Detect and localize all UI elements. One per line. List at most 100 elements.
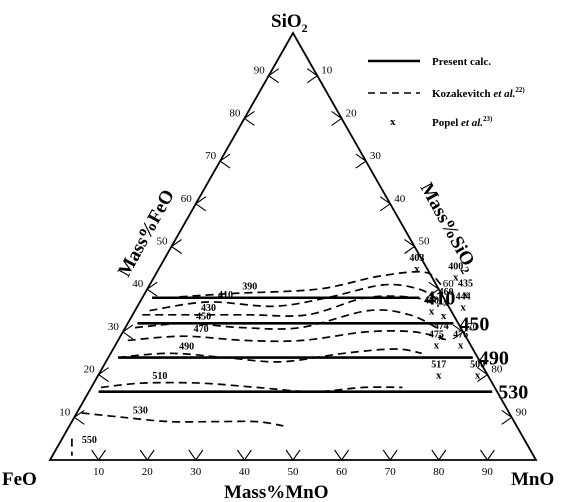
tick-left-20 xyxy=(97,367,109,383)
tick-right-80 xyxy=(477,367,489,383)
tick-left-30 xyxy=(121,324,134,340)
popel-marker-5: x xyxy=(429,306,435,318)
axis-title-left: Mass%FeO xyxy=(114,186,179,280)
tick-label-left-70: 70 xyxy=(205,150,217,162)
popel-points: x403x400x435x460x444x400xx474x475x476x51… xyxy=(409,253,485,382)
tick-label-left-20: 20 xyxy=(84,364,96,376)
tick-left-10 xyxy=(73,409,85,425)
legend-label-present: Present calc. xyxy=(432,56,491,68)
legend-label-kozakevitch: Kozakevitch et al.22) xyxy=(432,86,525,100)
popel-label-8: 475 xyxy=(429,330,444,341)
tick-label-right-20: 20 xyxy=(346,107,358,119)
popel-label-7: 474 xyxy=(434,321,449,332)
present-calc-label-490: 490 xyxy=(479,348,509,370)
kozakevitch-contour-530 xyxy=(81,412,284,427)
tick-left-40 xyxy=(146,281,158,297)
present-calc-label-450: 450 xyxy=(459,313,489,335)
popel-marker-3: x xyxy=(443,297,449,309)
corner-top-sub: 2 xyxy=(302,21,308,35)
tick-right-60 xyxy=(428,281,440,297)
tick-label-right-80: 80 xyxy=(491,364,503,376)
tick-left-50 xyxy=(170,239,182,254)
tick-label-bottom-50: 50 xyxy=(288,466,300,478)
tick-bottom-40 xyxy=(236,449,252,461)
popel-marker-11: x xyxy=(475,370,481,382)
tick-left-70 xyxy=(219,153,231,169)
popel-label-1: 400 xyxy=(448,261,463,272)
popel-marker-8: x xyxy=(434,340,440,352)
tick-label-bottom-60: 60 xyxy=(336,466,348,478)
kozakevitch-label-490: 490 xyxy=(179,341,194,352)
tick-label-bottom-80: 80 xyxy=(433,466,445,478)
legend-swatch-marker: x xyxy=(390,116,396,128)
tick-label-left-50: 50 xyxy=(157,236,169,248)
tick-label-right-10: 10 xyxy=(321,65,333,77)
present-calc-label-530: 530 xyxy=(498,382,528,404)
tick-right-70 xyxy=(452,324,465,340)
tick-label-bottom-30: 30 xyxy=(190,466,202,478)
tick-label-right-70: 70 xyxy=(467,321,479,333)
popel-marker-0: x xyxy=(414,263,420,275)
tick-label-bottom-20: 20 xyxy=(142,466,154,478)
tick-label-right-40: 40 xyxy=(394,193,406,205)
popel-label-5: 400 xyxy=(424,296,439,307)
tick-label-right-60: 60 xyxy=(443,278,455,290)
tick-label-bottom-70: 70 xyxy=(385,466,397,478)
tick-marks xyxy=(73,68,513,461)
popel-label-4: 444 xyxy=(456,291,471,302)
tick-label-right-50: 50 xyxy=(419,236,431,248)
popel-marker-2: x xyxy=(463,288,469,300)
tick-label-left-60: 60 xyxy=(181,193,193,205)
tick-bottom-80 xyxy=(431,449,447,461)
popel-label-3: 460 xyxy=(439,287,454,298)
popel-marker-6: x xyxy=(441,310,447,322)
kozakevitch-label-390: 390 xyxy=(242,281,257,292)
legend-kozakevitch-name: Kozakevitch xyxy=(432,88,491,100)
tick-label-left-40: 40 xyxy=(132,278,144,290)
kozakevitch-contour-490 xyxy=(117,348,422,363)
tick-label-right-90: 90 xyxy=(516,406,528,418)
legend-label-popel: Popel et al.23) xyxy=(432,115,493,129)
kozakevitch-label-450: 450 xyxy=(196,311,211,322)
tick-label-left-30: 30 xyxy=(108,321,120,333)
tick-right-50 xyxy=(404,239,416,254)
legend-kozakevitch-etal: et al. xyxy=(493,88,515,100)
tick-right-10 xyxy=(306,68,319,84)
tick-bottom-90 xyxy=(479,449,495,461)
kozakevitch-contour-430 xyxy=(142,295,440,317)
legend-popel-etal: et al. xyxy=(461,117,483,129)
popel-label-11: 500 xyxy=(470,360,485,371)
tick-bottom-20 xyxy=(139,449,155,461)
popel-marker-9: x xyxy=(458,340,464,352)
kozakevitch-contour-470 xyxy=(127,330,449,343)
tick-bottom-50 xyxy=(285,449,301,461)
legend: Present calc. Kozakevitch et al.22) x Po… xyxy=(368,56,525,129)
kozakevitch-label-470: 470 xyxy=(194,324,209,335)
popel-label-9: 476 xyxy=(453,330,468,341)
tick-right-40 xyxy=(379,196,392,212)
popel-label-0: 403 xyxy=(409,253,424,264)
tick-labels: 10 20 30 40 50 60 70 80 90 10 20 30 40 50 60 70 80 90 90 80… xyxy=(59,65,527,478)
tick-bottom-70 xyxy=(382,449,398,461)
tick-label-bottom-10: 10 xyxy=(93,466,105,478)
popel-marker-7: x xyxy=(438,331,444,343)
axis-title-right-main: Mass%SiO xyxy=(416,179,479,270)
tick-label-left-10: 10 xyxy=(59,406,71,418)
tick-label-right-30: 30 xyxy=(370,150,382,162)
tick-left-90 xyxy=(267,68,280,84)
tick-right-30 xyxy=(355,153,367,169)
kozakevitch-label-530: 530 xyxy=(133,405,148,416)
tick-left-80 xyxy=(243,110,255,126)
corner-label-mno: MnO xyxy=(511,469,554,490)
tick-label-left-80: 80 xyxy=(229,107,241,119)
kozakevitch-contour-410 xyxy=(149,283,442,312)
tick-label-bottom-40: 40 xyxy=(239,466,251,478)
legend-kozakevitch-ref: 22) xyxy=(515,86,525,94)
kozakevitch-contour-510 xyxy=(100,381,403,393)
kozakevitch-label-430: 430 xyxy=(201,303,216,314)
tick-right-90 xyxy=(501,409,513,425)
corner-label-feo: FeO xyxy=(2,469,37,490)
kozakevitch-label-410: 410 xyxy=(218,290,233,301)
